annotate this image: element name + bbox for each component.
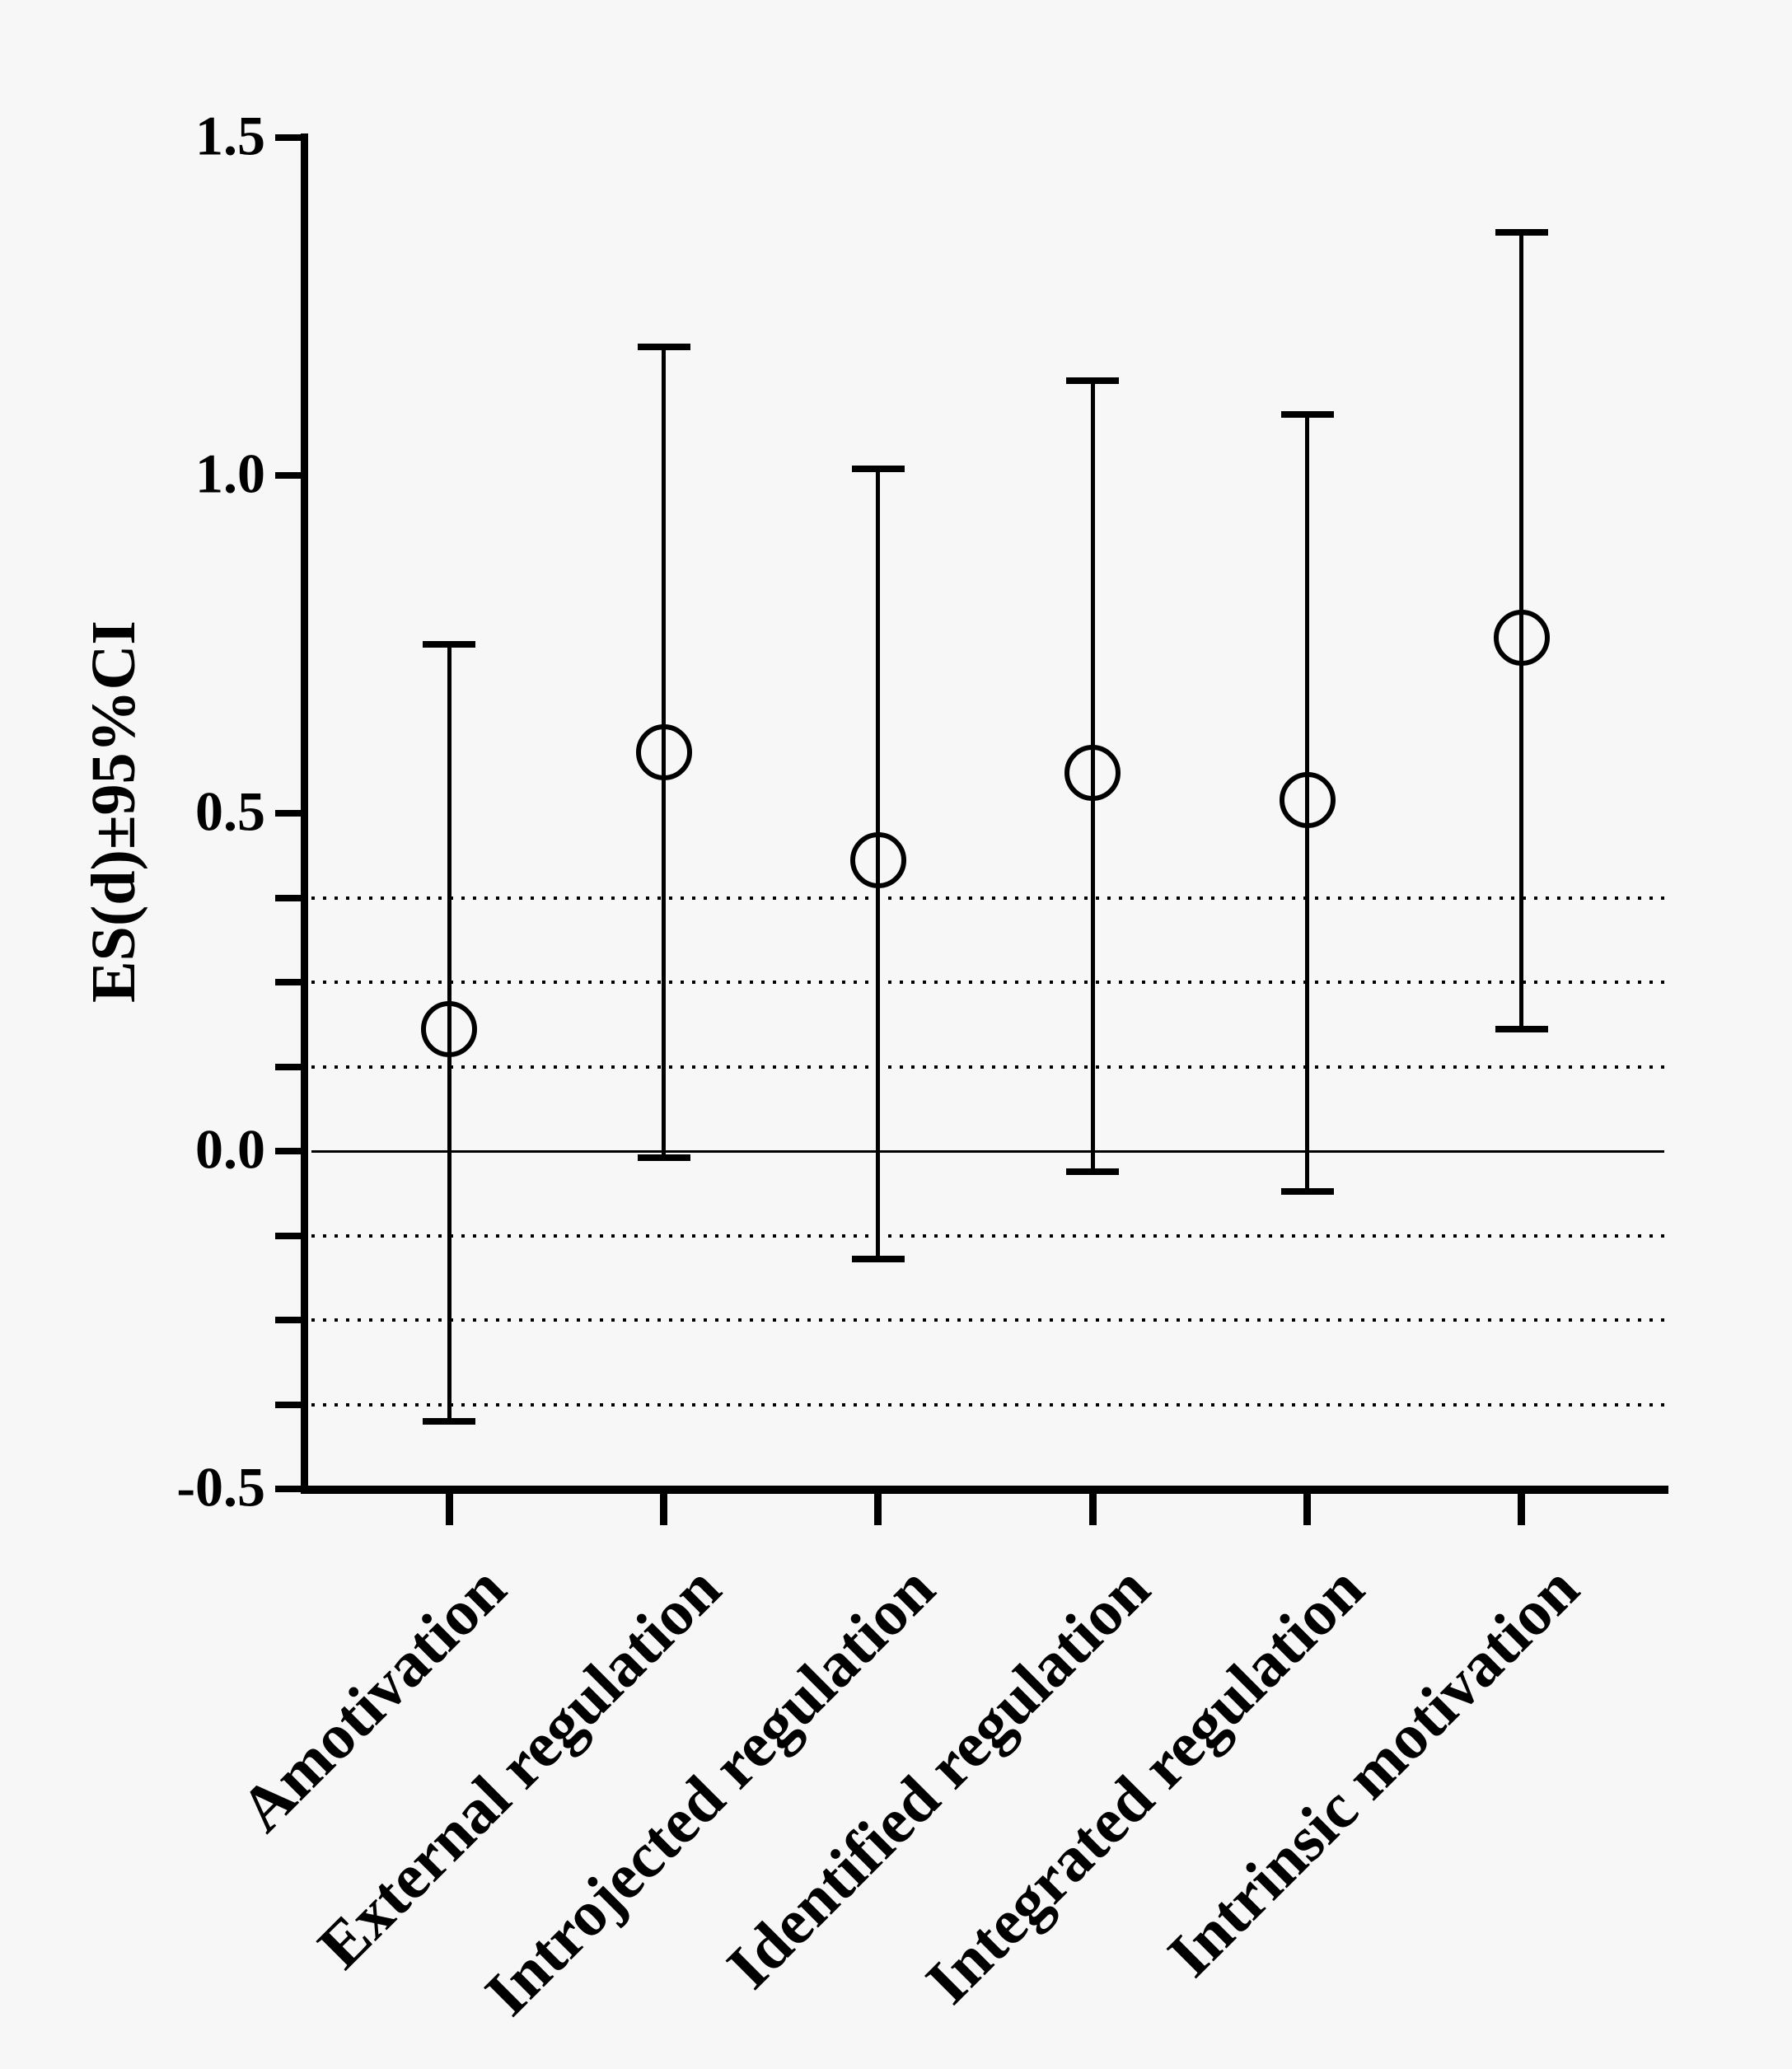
data-point-circle <box>849 832 906 889</box>
x-category-label: Intrinsic motivation <box>1153 1552 1592 1991</box>
error-bar-cap-lower <box>1280 1188 1334 1196</box>
x-axis-tick <box>874 1494 882 1525</box>
error-bar-cap-upper <box>1280 411 1334 419</box>
x-category-label: Integrated regulation <box>911 1552 1378 2017</box>
error-bar-cap-lower <box>851 1256 905 1263</box>
x-axis-tick <box>1518 1494 1526 1525</box>
error-bar-cap-lower <box>1066 1168 1120 1175</box>
x-axis-tick <box>445 1494 453 1525</box>
error-bar-cap-upper <box>637 344 690 351</box>
y-axis-major-tick <box>275 1148 304 1154</box>
data-point-circle <box>421 1001 478 1058</box>
x-axis-tick <box>1088 1494 1097 1525</box>
error-bar-cap-lower <box>423 1418 476 1425</box>
y-axis-minor-tick <box>275 1317 304 1323</box>
error-bar-cap-lower <box>1495 1026 1548 1033</box>
y-axis-minor-tick <box>275 1232 304 1239</box>
gridline-dotted <box>311 1402 1664 1407</box>
y-axis-tick-label: 0.5 <box>195 779 265 843</box>
y-axis-tick-label: 1.0 <box>195 442 265 505</box>
error-bar-cap-upper <box>1066 377 1120 385</box>
y-axis-tick-label: 0.0 <box>195 1117 265 1181</box>
error-bar-cap-upper <box>423 641 476 648</box>
data-point-circle <box>635 724 692 781</box>
x-category-label: Identified regulation <box>712 1552 1163 2002</box>
zero-reference-line <box>311 1149 1664 1153</box>
y-axis-tick-label: 1.5 <box>195 104 265 167</box>
y-axis-minor-tick <box>275 979 304 985</box>
x-axis-tick <box>660 1494 668 1525</box>
y-axis-major-tick <box>275 134 304 141</box>
y-axis-spine <box>301 133 308 1494</box>
error-bar-cap-lower <box>637 1154 690 1162</box>
error-bar-cap-upper <box>1495 228 1548 236</box>
y-axis-minor-tick <box>275 894 304 901</box>
gridline-dotted <box>311 896 1664 900</box>
gridline-dotted <box>311 981 1664 984</box>
x-category-label: External regulation <box>303 1552 734 1982</box>
y-axis-major-tick <box>275 472 304 479</box>
gridline-dotted <box>311 1065 1664 1069</box>
gridline-dotted <box>311 1318 1664 1322</box>
y-axis-minor-tick <box>275 1063 304 1070</box>
gridline-dotted <box>311 1233 1664 1238</box>
x-axis-tick <box>1303 1494 1311 1525</box>
data-point-circle <box>1064 744 1121 801</box>
error-bar-cap-upper <box>851 465 905 472</box>
x-axis-spine <box>301 1486 1668 1494</box>
y-axis-major-tick <box>275 1486 304 1492</box>
y-axis-major-tick <box>275 810 304 817</box>
y-axis-minor-tick <box>275 1401 304 1408</box>
y-axis-tick-label: -0.5 <box>176 1455 265 1519</box>
data-point-circle <box>1279 771 1336 828</box>
data-point-circle <box>1493 609 1550 666</box>
